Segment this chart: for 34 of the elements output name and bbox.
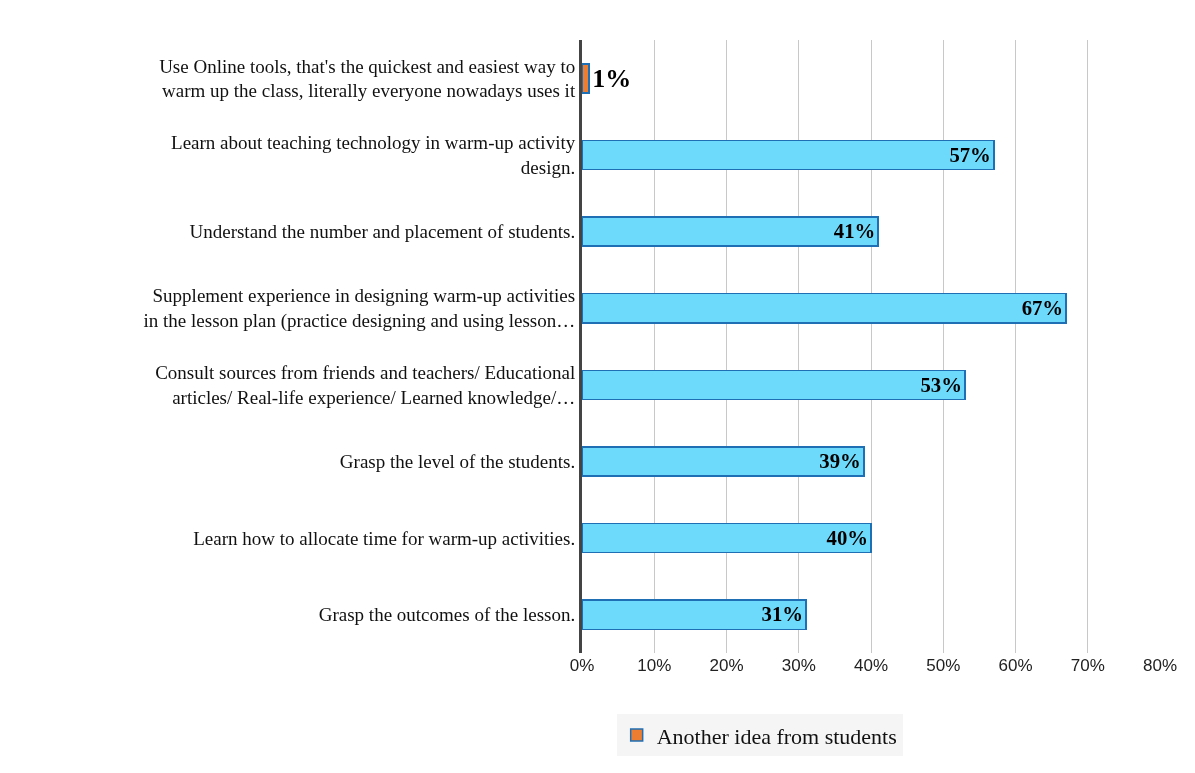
x-tick-label: 20% [709,656,744,675]
y-tick-label: Learn about teaching technology in warm-up activity design. [171,132,576,178]
x-tick-label: 10% [637,656,672,675]
bar [582,63,590,94]
legend-label: Another idea from students [656,723,897,749]
x-tick-label: 0% [569,656,595,675]
data-label: 67% [1021,296,1064,319]
x-tick-label: 80% [1142,656,1178,675]
data-label: 40% [826,526,868,549]
data-label: 39% [819,450,861,473]
x-tick-label: 30% [781,656,816,675]
y-tick-label: Use Online tools, that's the quickest and easiest way to warm up the class, literally everyone nowadays uses it [159,55,576,102]
y-tick-label: Consult sources from friends and teachers/ Educational articles/ Real-life experience/ Learned knowledge/… [155,362,576,408]
data-label: 31% [761,603,803,626]
bar [582,216,879,247]
bar [582,369,966,401]
x-tick-label: 60% [998,656,1033,675]
y-tick-label: Understand the number and placement of students. [189,221,576,243]
bar [582,139,995,171]
bar [582,522,872,554]
x-tick-label: 40% [853,656,889,675]
y-tick-label: Learn how to allocate time for warm-up activities. [193,527,576,549]
data-label: 41% [833,220,876,243]
x-tick-label: 70% [1070,656,1105,675]
bar [582,292,1067,324]
data-label: 1% [592,63,632,93]
data-label: 57% [949,143,991,166]
bar [582,446,865,477]
y-tick-label: Supplement experience in designing warm-up activities in the lesson plan (practice designing and using lesson… [143,285,576,333]
data-label: 53% [920,373,962,396]
y-tick-label: Grasp the level of the students. [339,451,576,473]
x-tick-label: 50% [926,656,961,675]
bar [582,599,807,630]
y-tick-label: Grasp the outcomes of the lesson. [318,604,576,626]
